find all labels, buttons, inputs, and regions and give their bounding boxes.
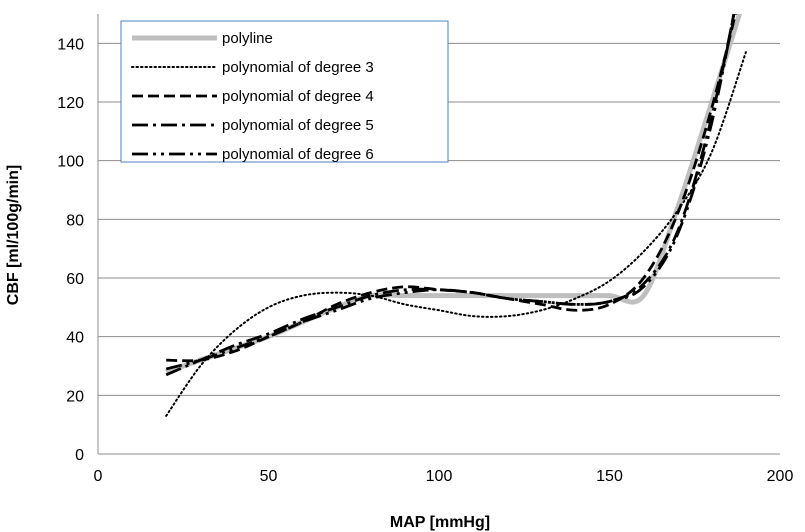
series-line-2	[165, 51, 747, 417]
x-tick-label: 50	[260, 468, 278, 485]
y-tick-label: 0	[75, 447, 84, 464]
series-lines	[165, 14, 747, 417]
y-tick-label: 140	[57, 36, 84, 53]
y-tick-label: 40	[66, 330, 84, 347]
legend-label-4: polynomial of degree 5	[222, 117, 374, 134]
x-axis-title: MAP [mmHg]	[390, 514, 490, 531]
legend-label-3: polynomial of degree 4	[222, 88, 374, 105]
y-tick-label: 100	[57, 154, 84, 171]
legend-label-2: polynomial of degree 3	[222, 59, 374, 76]
series-line-5	[165, 14, 736, 371]
y-tick-label: 20	[66, 388, 84, 405]
x-tick-label: 0	[94, 468, 103, 485]
axes	[97, 14, 780, 455]
y-axis-title: CBF [ml/100g/min]	[5, 165, 22, 305]
y-tick-label: 80	[66, 212, 84, 229]
legend-label-5: polynomial of degree 6	[222, 146, 374, 163]
legend: polyline polynomial of degree 3 polynomial…	[120, 20, 449, 163]
legend-label-1: polyline	[222, 30, 273, 47]
x-tick-label: 200	[767, 468, 794, 485]
x-tick-label: 100	[426, 468, 453, 485]
x-tick-label: 150	[596, 468, 623, 485]
tick-labels: 0 20 40 60 80 100 120 140 0 50 100 150 200	[57, 36, 793, 485]
y-tick-label: 120	[57, 95, 84, 112]
y-tick-label: 60	[66, 271, 84, 288]
legend-box	[120, 20, 449, 163]
